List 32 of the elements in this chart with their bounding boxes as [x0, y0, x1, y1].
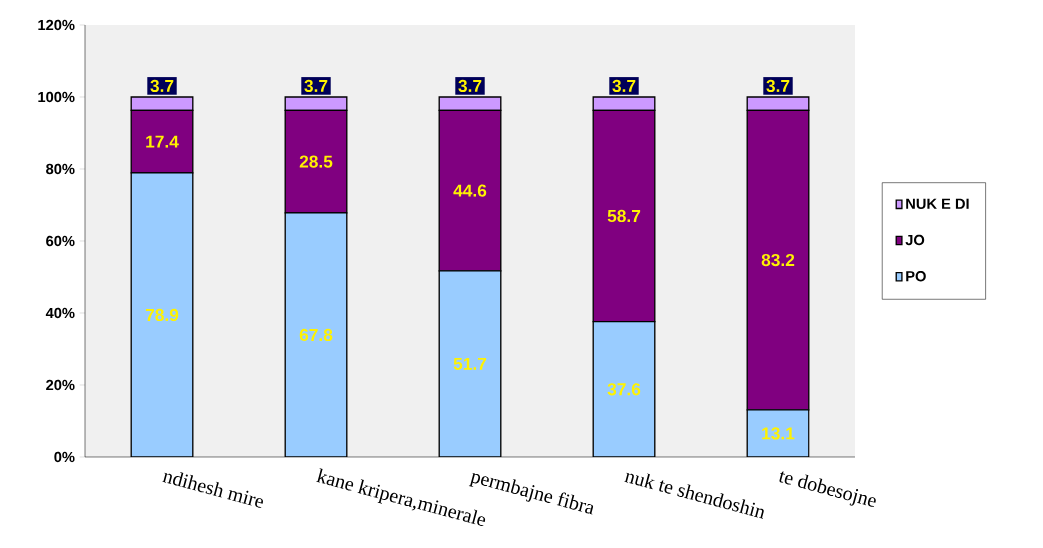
data-label: 17.4	[146, 135, 179, 148]
data-label: 51.7	[453, 357, 487, 370]
data-label: 3.7	[766, 79, 790, 93]
data-label: 28.5	[299, 155, 333, 168]
legend-label: JO	[905, 234, 925, 246]
data-label: 78.9	[145, 308, 179, 322]
bar	[592, 320, 656, 457]
data-label: 58.7	[607, 209, 641, 223]
y-tick-label: 60%	[46, 235, 75, 247]
y-tick-label: 40%	[45, 307, 75, 319]
y-tick-label: 120%	[38, 19, 75, 31]
bar	[130, 172, 194, 457]
data-label: 3.7	[304, 79, 328, 93]
bar	[284, 212, 348, 457]
y-tick-label: 100%	[38, 91, 75, 103]
y-tick-label: 80%	[46, 163, 75, 175]
x-tick-label: te dobesojne	[779, 471, 876, 507]
data-label: 37.6	[607, 383, 641, 396]
data-label: 3.7	[150, 79, 174, 93]
legend-label: PO	[906, 271, 926, 282]
data-label: 13.1	[762, 427, 795, 440]
data-label: 67.8	[299, 328, 333, 342]
data-label: 3.7	[612, 79, 636, 93]
data-label: 44.6	[453, 184, 487, 197]
y-tick-label: 20%	[46, 379, 75, 391]
data-label: 3.7	[458, 79, 482, 93]
legend-label: NUK E DI	[906, 198, 969, 209]
bar	[438, 270, 502, 457]
x-tick-label: ndihesh mire	[162, 472, 264, 508]
bar	[746, 409, 810, 457]
y-tick-label: 0%	[54, 451, 75, 463]
data-label: 83.2	[761, 253, 795, 267]
